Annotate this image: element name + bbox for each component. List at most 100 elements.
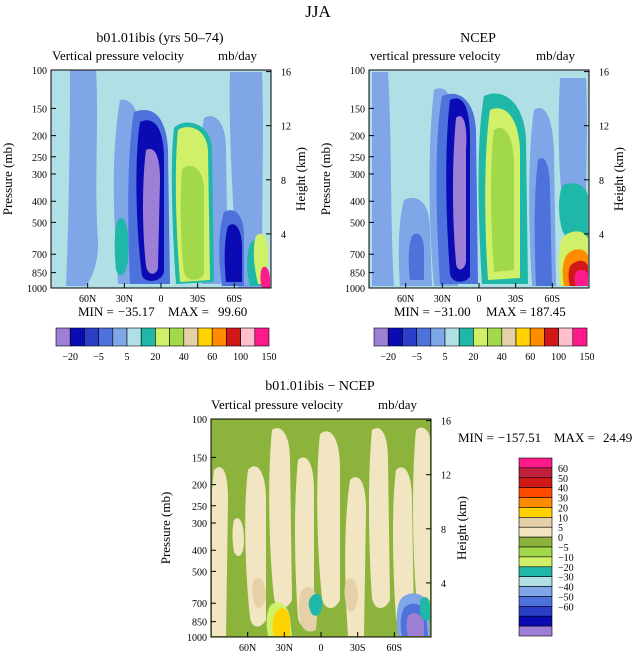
y-tick-label: 200 — [192, 481, 207, 492]
panel-model-units: mb/day — [218, 48, 257, 63]
colorbar-swatch — [501, 327, 517, 347]
stat-min-value: −31.00 — [434, 304, 471, 319]
right-tick-label: 12 — [441, 471, 451, 482]
contour-medblue — [534, 158, 552, 286]
y-tick-label: 150 — [350, 104, 365, 115]
x-tick-label: 0 — [159, 294, 164, 305]
x-tick-label: 30S — [350, 643, 366, 654]
y-tick-label: 250 — [350, 153, 365, 164]
colorbar-swatch — [183, 327, 199, 347]
y-tick-label: 250 — [192, 502, 207, 513]
colorbar-swatch — [518, 507, 553, 518]
colorbar-swatch — [518, 625, 553, 637]
panel-ncep-title: NCEP — [460, 31, 496, 46]
stat-min-label: MIN = — [78, 304, 114, 319]
stat-max-value: 99.60 — [218, 304, 247, 319]
contour-lightblue — [66, 70, 99, 286]
colorbar-label: −30 — [558, 573, 574, 584]
colorbar-label: −20 — [62, 352, 78, 363]
colorbar-swatch — [518, 615, 553, 627]
x-tick-label: 60N — [397, 294, 414, 305]
contour-wheat — [413, 427, 430, 603]
colorbar-swatch — [572, 327, 588, 347]
colorbar-label: 0 — [558, 533, 563, 544]
contour-navy — [224, 224, 242, 282]
y-tick-label: 700 — [32, 250, 47, 261]
stat-max-label: MAX = — [554, 430, 595, 445]
colorbar-label: 20 — [558, 503, 568, 514]
colorbar-label: −5 — [558, 543, 569, 554]
colorbar-label: 20 — [150, 352, 160, 363]
x-tick-label: 60S — [227, 294, 243, 305]
colorbar-label: 10 — [558, 513, 568, 524]
contour-wheat — [232, 518, 244, 556]
y-tick-label: 400 — [350, 197, 365, 208]
panel-diff-plot — [210, 418, 432, 638]
y-tick-label: 250 — [32, 153, 47, 164]
colorbar-swatch — [458, 327, 474, 347]
colorbar-swatch — [518, 586, 553, 597]
contour-teal — [308, 593, 323, 616]
colorbar-swatch — [518, 556, 553, 568]
colorbar-label: 5 — [125, 352, 130, 363]
colorbar-swatch — [529, 327, 545, 347]
colorbar-swatch — [518, 487, 553, 498]
colorbar-swatch — [473, 327, 488, 347]
colorbar-swatch — [518, 576, 553, 587]
colorbar-label: −50 — [558, 592, 574, 603]
y-tick-label: 300 — [32, 170, 47, 181]
panel-model-plot — [50, 69, 272, 289]
colorbar-swatch — [402, 327, 417, 347]
panel-ncep-subtitle: vertical pressure velocity — [370, 48, 501, 63]
colorbar-label: 40 — [497, 352, 507, 363]
contour-wheat — [269, 428, 292, 609]
colorbar-label: 5 — [443, 352, 448, 363]
colorbar-label: 60 — [525, 352, 535, 363]
panel-ncep-colorbar: −20 −5 5 20 40 60 100 150 — [373, 327, 595, 363]
colorbar-label: −5 — [93, 352, 104, 363]
contour-pink — [574, 269, 588, 286]
contour-wheat — [212, 467, 228, 636]
contour-tan — [344, 578, 358, 612]
panel-diff-stats: MIN = −157.51 MAX = 24.49 — [458, 430, 632, 445]
colorbar-label: 100 — [233, 352, 248, 363]
colorbar-label: 30 — [558, 494, 568, 505]
right-tick-label: 4 — [441, 579, 446, 590]
panel-ncep-stats: MIN = −31.00 MAX = 187.45 — [394, 304, 566, 319]
right-tick-label: 4 — [599, 230, 604, 241]
right-tick-label: 12 — [281, 122, 291, 133]
colorbar-label: 150 — [580, 352, 595, 363]
stat-max-label: MAX = — [486, 304, 527, 319]
y-tick-label: 300 — [192, 519, 207, 530]
y-tick-label: 300 — [350, 170, 365, 181]
right-tick-label: 16 — [599, 68, 609, 79]
colorbar-swatch — [518, 497, 553, 508]
x-tick-label: 30N — [116, 294, 133, 305]
colorbar-label: −5 — [411, 352, 422, 363]
colorbar-label: 150 — [262, 352, 277, 363]
panel-model-subtitle: Vertical pressure velocity — [52, 48, 185, 63]
colorbar-swatch — [518, 536, 553, 548]
colorbar-swatch — [444, 327, 460, 347]
panel-ncep-units: mb/day — [536, 48, 575, 63]
y-tick-label: 100 — [350, 66, 365, 77]
colorbar-label: 50 — [558, 474, 568, 485]
contour-lightblue — [558, 78, 587, 212]
contour-wheat — [369, 428, 390, 609]
colorbar-swatch — [254, 327, 270, 347]
x-tick-label: 60N — [79, 294, 96, 305]
colorbar-swatch — [69, 327, 85, 347]
colorbar-swatch — [544, 327, 559, 347]
colorbar-swatch — [373, 327, 389, 347]
contour-green — [180, 165, 204, 280]
colorbar-label: −60 — [558, 602, 574, 613]
panel-diff-ylabel: Pressure (mb) — [158, 492, 173, 565]
y-tick-label: 400 — [32, 197, 47, 208]
colorbar-swatch — [112, 327, 128, 347]
colorbar-swatch — [518, 546, 553, 558]
colorbar-swatch — [558, 327, 574, 347]
y-tick-label: 150 — [32, 104, 47, 115]
colorbar-label: 60 — [558, 464, 568, 475]
contour-tan — [252, 577, 266, 609]
